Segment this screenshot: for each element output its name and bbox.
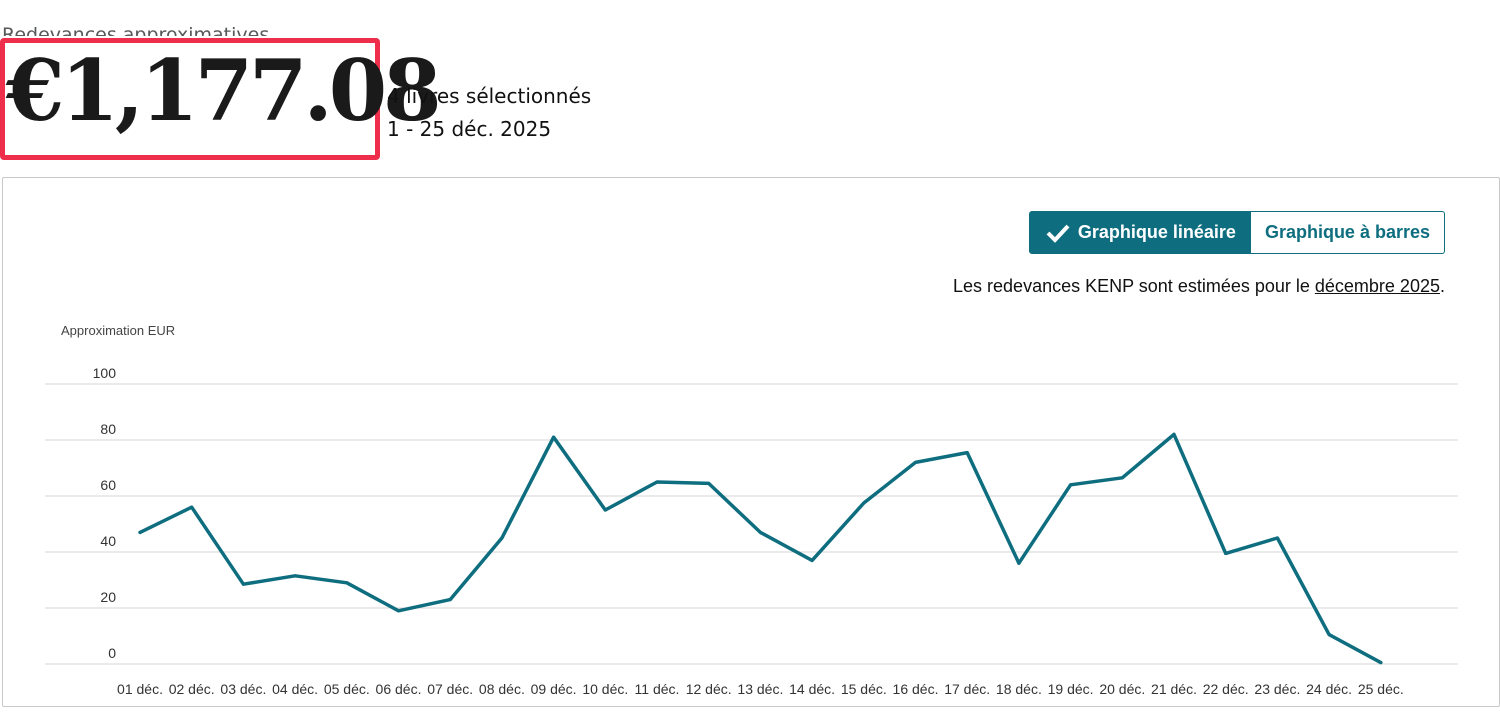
x-tick-label: 08 déc. bbox=[479, 681, 525, 697]
royalties-label: Redevances approximatives bbox=[2, 24, 270, 36]
data-point bbox=[914, 460, 917, 464]
x-tick-label: 15 déc. bbox=[841, 681, 887, 697]
x-tick-label: 13 déc. bbox=[737, 681, 783, 697]
data-point bbox=[1120, 476, 1124, 480]
data-point bbox=[552, 435, 556, 439]
data-point bbox=[448, 598, 452, 602]
data-point bbox=[758, 530, 762, 534]
y-tick-label: 20 bbox=[100, 589, 116, 605]
chart-type-toggle: Graphique linéaire Graphique à barres bbox=[1028, 211, 1445, 254]
x-tick-label: 20 déc. bbox=[1099, 681, 1145, 697]
x-tick-label: 10 déc. bbox=[582, 681, 628, 697]
x-tick-label: 18 déc. bbox=[996, 681, 1042, 697]
kenp-note-text: Les redevances KENP sont estimées pour l… bbox=[953, 276, 1315, 296]
data-point bbox=[1069, 483, 1073, 487]
x-tick-label: 21 déc. bbox=[1151, 681, 1197, 697]
data-point bbox=[965, 451, 969, 455]
data-point bbox=[655, 480, 659, 484]
data-point bbox=[138, 530, 142, 534]
y-tick-label: 40 bbox=[100, 533, 116, 549]
line-chart-button[interactable]: Graphique linéaire bbox=[1028, 211, 1251, 254]
check-icon bbox=[1046, 224, 1070, 243]
data-point bbox=[1275, 536, 1279, 540]
books-selected: 4 livres sélectionnés bbox=[387, 84, 592, 108]
x-tick-label: 07 déc. bbox=[427, 681, 473, 697]
kenp-month-link[interactable]: décembre 2025 bbox=[1314, 276, 1440, 296]
data-point bbox=[1327, 633, 1331, 637]
date-range: 1 - 25 déc. 2025 bbox=[387, 117, 552, 141]
x-tick-label: 22 déc. bbox=[1203, 681, 1249, 697]
x-tick-label: 04 déc. bbox=[272, 681, 318, 697]
line-chart-label: Graphique linéaire bbox=[1077, 222, 1236, 242]
y-tick-label: 80 bbox=[100, 421, 116, 437]
data-point bbox=[1017, 561, 1021, 565]
kenp-note-end: . bbox=[1439, 276, 1445, 296]
x-tick-label: 01 déc. bbox=[117, 681, 163, 697]
y-axis-label: Approximation EUR bbox=[61, 323, 175, 338]
x-tick-label: 17 déc. bbox=[944, 681, 990, 697]
x-tick-label: 19 déc. bbox=[1048, 681, 1094, 697]
y-tick-label: 0 bbox=[108, 645, 116, 661]
x-tick-label: 02 déc. bbox=[169, 681, 215, 697]
x-tick-label: 12 déc. bbox=[686, 681, 732, 697]
x-tick-label: 14 déc. bbox=[789, 681, 835, 697]
data-point bbox=[707, 481, 711, 485]
amount-highlight-box bbox=[0, 38, 380, 160]
x-tick-label: 23 déc. bbox=[1254, 681, 1300, 697]
bar-chart-button[interactable]: Graphique à barres bbox=[1250, 211, 1445, 254]
y-tick-label: 100 bbox=[93, 365, 117, 381]
data-point bbox=[1224, 551, 1228, 555]
summary-meta: 4 livres sélectionnés 1 - 25 déc. 2025 bbox=[387, 80, 591, 146]
data-point bbox=[862, 501, 866, 505]
royalties-amount: €1,177.08 bbox=[6, 41, 442, 140]
x-tick-label: 06 déc. bbox=[376, 681, 422, 697]
data-point bbox=[603, 508, 607, 512]
x-tick-label: 16 déc. bbox=[893, 681, 939, 697]
data-point bbox=[1172, 432, 1176, 436]
kenp-note: Les redevances KENP sont estimées pour l… bbox=[953, 276, 1445, 297]
series-line bbox=[138, 432, 1383, 665]
chart-panel: Graphique linéaire Graphique à barres Le… bbox=[2, 177, 1500, 707]
data-point bbox=[241, 582, 245, 586]
royalties-line-chart: Approximation EUR 0 20 40 60 80 100 01 déc. 02 d… bbox=[45, 323, 1458, 697]
data-point bbox=[190, 505, 194, 509]
data-point bbox=[1379, 661, 1383, 665]
data-point bbox=[293, 574, 297, 578]
x-tick-label: 25 déc. bbox=[1358, 681, 1404, 697]
x-tick-label: 03 déc. bbox=[220, 681, 266, 697]
data-point bbox=[397, 609, 400, 613]
x-tick-label: 09 déc. bbox=[531, 681, 577, 697]
x-tick-label: 11 déc. bbox=[635, 681, 680, 697]
data-point bbox=[500, 536, 504, 540]
data-point bbox=[345, 581, 349, 585]
y-tick-label: 60 bbox=[100, 477, 116, 493]
x-tick-label: 05 déc. bbox=[324, 681, 370, 697]
x-tick-label: 24 déc. bbox=[1306, 681, 1352, 697]
data-point bbox=[810, 558, 814, 562]
